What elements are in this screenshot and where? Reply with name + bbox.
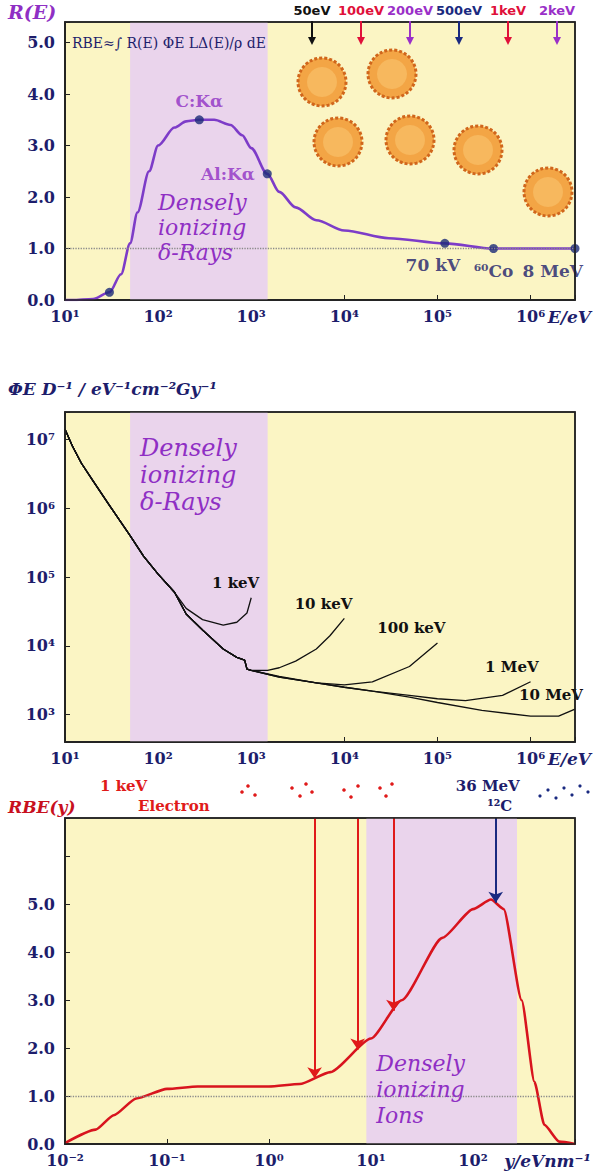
svg-text:¹²C: ¹²C [487, 797, 512, 815]
svg-text:10⁶: 10⁶ [516, 749, 545, 768]
svg-text:10⁴: 10⁴ [330, 307, 359, 326]
svg-text:RBE≈∫ R(E) ΦE LΔ(E)/ρ dE: RBE≈∫ R(E) ΦE LΔ(E)/ρ dE [72, 35, 266, 51]
svg-text:4.0: 4.0 [27, 85, 55, 104]
svg-text:10⁻¹: 10⁻¹ [148, 1151, 186, 1170]
svg-text:10⁰: 10⁰ [254, 1151, 283, 1170]
svg-text:E/eV: E/eV [547, 749, 593, 769]
svg-text:ionizing: ionizing [158, 215, 246, 240]
svg-text:10⁴: 10⁴ [330, 749, 359, 768]
svg-text:36 MeV: 36 MeV [456, 777, 520, 795]
svg-text:10⁻²: 10⁻² [46, 1151, 84, 1170]
svg-text:10 MeV: 10 MeV [519, 686, 583, 704]
svg-text:500eV: 500eV [436, 3, 482, 18]
svg-text:10⁶: 10⁶ [26, 499, 55, 518]
svg-text:R(E): R(E) [7, 1, 56, 23]
svg-text:10⁶: 10⁶ [516, 307, 545, 326]
svg-text:10³: 10³ [237, 307, 266, 326]
svg-text:0.0: 0.0 [27, 1134, 55, 1154]
svg-text:ionizing: ionizing [140, 461, 236, 489]
svg-text:1 MeV: 1 MeV [485, 658, 539, 676]
svg-text:1 keV: 1 keV [100, 777, 148, 795]
svg-text:200eV: 200eV [387, 3, 433, 18]
svg-text:ΦE D⁻¹ / eV⁻¹cm⁻²Gy⁻¹: ΦE D⁻¹ / eV⁻¹cm⁻²Gy⁻¹ [8, 379, 217, 399]
svg-text:3.0: 3.0 [27, 136, 55, 155]
svg-text:10³: 10³ [237, 749, 266, 768]
svg-text:4.0: 4.0 [27, 943, 55, 962]
svg-text:⁶⁰Co: ⁶⁰Co [474, 261, 514, 281]
svg-text:5.0: 5.0 [27, 895, 55, 914]
svg-text:5.0: 5.0 [27, 33, 55, 52]
svg-text:δ-Rays: δ-Rays [158, 240, 233, 265]
svg-text:100eV: 100eV [338, 3, 384, 18]
svg-text:1 keV: 1 keV [212, 574, 260, 592]
svg-text:10²: 10² [143, 307, 172, 326]
svg-text:1keV: 1keV [490, 3, 526, 18]
svg-text:10⁷: 10⁷ [26, 430, 55, 449]
svg-text:10⁵: 10⁵ [423, 307, 452, 326]
svg-text:2.0: 2.0 [27, 1039, 55, 1058]
svg-text:10¹: 10¹ [50, 307, 79, 326]
svg-text:10²: 10² [143, 749, 172, 768]
svg-text:10¹: 10¹ [356, 1151, 385, 1170]
svg-text:Electron: Electron [138, 797, 210, 815]
svg-text:100 keV: 100 keV [377, 619, 445, 637]
svg-text:10¹: 10¹ [50, 749, 79, 768]
svg-text:C:Kα: C:Kα [175, 91, 223, 111]
svg-text:2keV: 2keV [539, 3, 575, 18]
svg-text:1.0: 1.0 [27, 1087, 55, 1106]
svg-text:10⁵: 10⁵ [423, 749, 452, 768]
svg-text:10⁴: 10⁴ [26, 636, 55, 655]
svg-text:E/eV: E/eV [547, 307, 593, 327]
svg-text:10²: 10² [458, 1151, 487, 1170]
svg-text:0.0: 0.0 [27, 290, 55, 310]
svg-text:Densely: Densely [157, 190, 247, 215]
svg-text:δ-Rays: δ-Rays [140, 488, 221, 516]
svg-text:10⁵: 10⁵ [26, 568, 55, 587]
svg-text:10³: 10³ [26, 705, 55, 724]
svg-text:y/eVnm⁻¹: y/eVnm⁻¹ [503, 1151, 591, 1171]
svg-text:1.0: 1.0 [27, 239, 55, 258]
svg-text:2.0: 2.0 [27, 188, 55, 207]
svg-text:Densely: Densely [139, 434, 237, 462]
svg-text:8 MeV: 8 MeV [522, 260, 583, 281]
svg-text:50eV: 50eV [294, 3, 331, 18]
svg-text:RBE(y): RBE(y) [7, 797, 75, 817]
svg-text:Al:Kα: Al:Kα [200, 164, 255, 184]
svg-text:3.0: 3.0 [27, 991, 55, 1010]
svg-text:Ions: Ions [375, 1103, 423, 1128]
svg-text:ionizing: ionizing [376, 1077, 464, 1102]
svg-text:70 kV: 70 kV [406, 255, 461, 275]
svg-text:10 keV: 10 keV [295, 595, 353, 613]
svg-text:Densely: Densely [375, 1051, 465, 1076]
